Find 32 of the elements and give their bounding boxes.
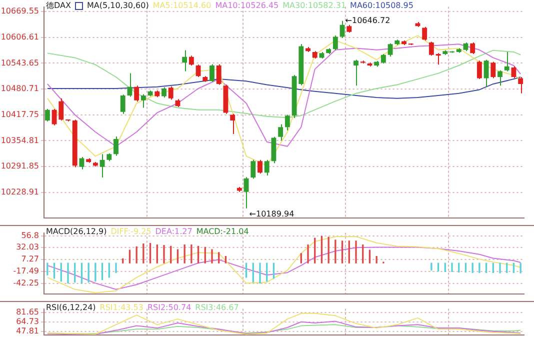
series-label: RSI1:43.53 [100, 303, 144, 312]
series-label: RSI2:50.74 [147, 303, 192, 312]
annotation: ←10646.72 [345, 16, 390, 25]
y-tick-label: 10606.61 [0, 32, 39, 42]
y-tick-label: 10354.81 [0, 136, 39, 145]
y-tick-label: 10417.75 [0, 110, 39, 119]
legend-title: MA(5,10,30,60) [86, 1, 149, 10]
y-tick-label: 10291.85 [0, 162, 39, 171]
series-label: RSI3:46.67 [195, 303, 239, 312]
legend-title: MACD(26,12,9) [46, 227, 107, 236]
text: DEA:1.27 [155, 227, 192, 236]
y-tick-label: 81.65 [16, 308, 39, 317]
y-tick-label: 56.8 [21, 230, 39, 240]
text: MA30:10582.31 [282, 1, 346, 10]
text: MA10:10526.45 [215, 1, 279, 10]
y-tick-label: 32.03 [16, 242, 39, 252]
y-tick-label: 10228.91 [0, 187, 39, 196]
y-tick-label: 10669.55 [0, 6, 39, 16]
series-label: MACD:-21.04 [196, 227, 249, 236]
annotation: ←10189.94 [249, 209, 294, 218]
text: MA60:10508.95 [350, 1, 414, 10]
y-tick-label: 10543.65 [0, 58, 39, 68]
y-tick-label: -42.25 [13, 278, 39, 288]
text: DIFF:-9.25 [110, 227, 152, 236]
text: MA5:10514.60 [152, 1, 212, 10]
legend-title: RSI(6,12,24) [46, 303, 96, 312]
y-tick-label: 64.73 [16, 317, 39, 326]
y-tick-label: -17.49 [13, 266, 39, 276]
chart-title: 德DAX [46, 1, 71, 10]
y-tick-label: 47.81 [16, 326, 39, 336]
y-tick-label: 10480.71 [0, 84, 39, 94]
y-tick-label: 7.27 [21, 254, 39, 264]
